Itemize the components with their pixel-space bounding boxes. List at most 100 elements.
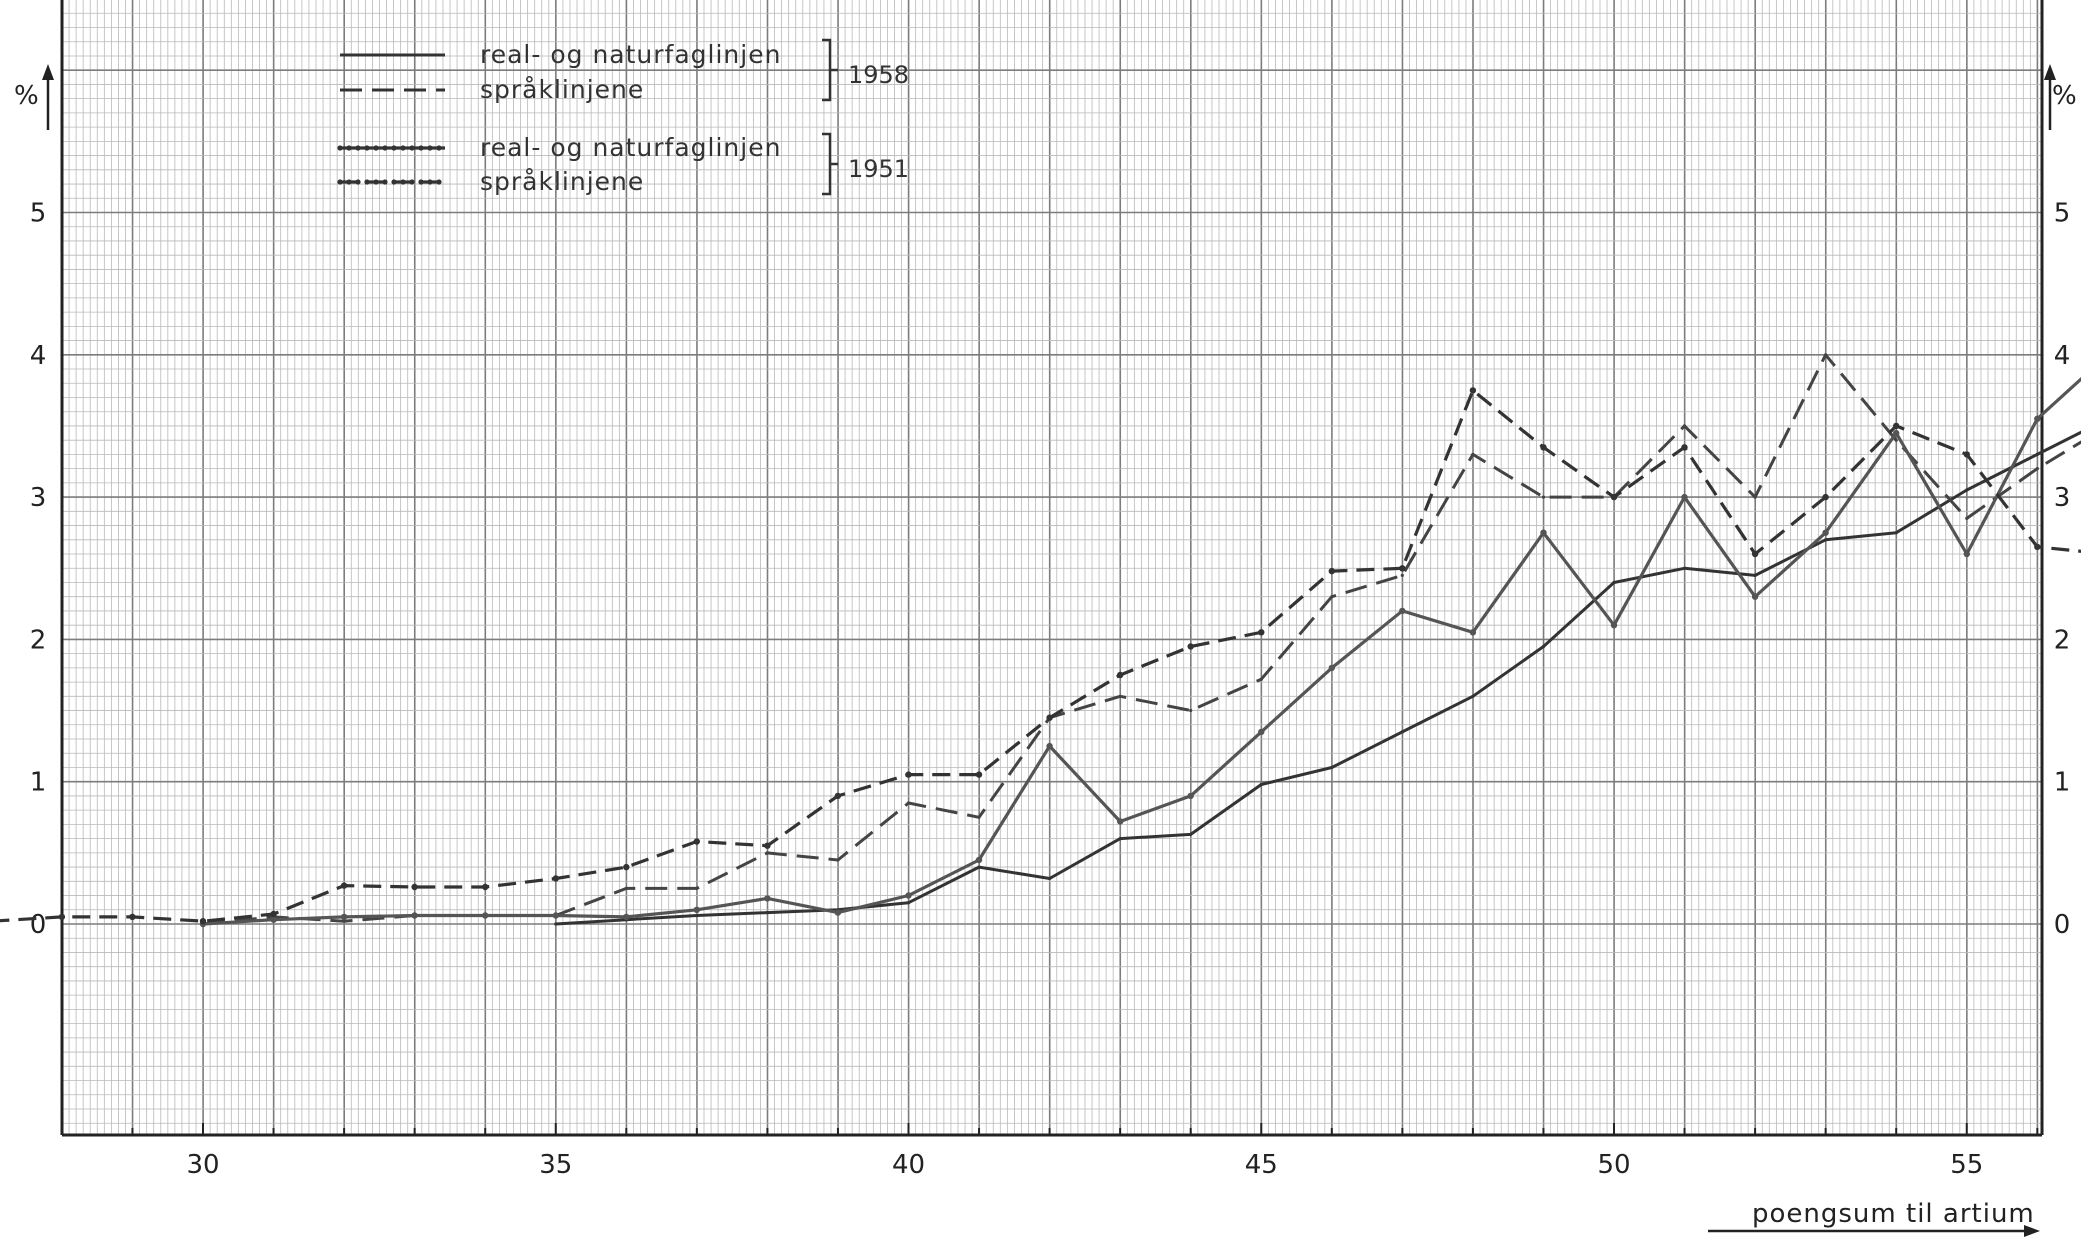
data-point: [1469, 387, 1477, 394]
x-tick-label: 50: [1597, 1150, 1630, 1180]
data-point: [1046, 714, 1053, 721]
data-point: [977, 815, 981, 819]
data-point: [975, 771, 983, 778]
legend-swatch-dot: [346, 179, 352, 185]
tick-labels: 3035404550556065707580001122334455: [30, 199, 2071, 1181]
legend-swatch-dot: [391, 179, 397, 185]
y-axis-label-left: %: [14, 81, 40, 111]
data-point: [1682, 566, 1687, 570]
data-point: [1753, 573, 1757, 578]
legend-swatch-dot: [382, 179, 388, 185]
data-point: [1965, 516, 1969, 521]
y-tick-label-left: 3: [30, 483, 47, 513]
data-point: [482, 883, 489, 891]
legend-swatch-dot: [364, 145, 370, 151]
legend-swatch-dot: [373, 179, 379, 185]
legend-swatch-dot: [355, 179, 361, 185]
data-point: [1259, 677, 1263, 681]
data-point: [1187, 792, 1194, 800]
data-point: [1612, 580, 1616, 585]
data-point: [199, 918, 207, 925]
x-tick-label: 30: [186, 1150, 219, 1180]
data-point: [1259, 782, 1263, 787]
data-point: [693, 906, 700, 913]
y-tick-label-left: 1: [30, 768, 47, 798]
data-point: [1824, 353, 1828, 357]
data-point: [2034, 543, 2041, 551]
data-point: [1400, 730, 1404, 734]
legend-swatch-dot: [337, 145, 343, 151]
data-point: [977, 865, 981, 869]
data-point: [1751, 593, 1759, 600]
legend-swatch-dot: [409, 179, 415, 185]
data-point: [1117, 818, 1124, 825]
data-point: [554, 922, 558, 926]
data-point: [975, 856, 983, 864]
data-point: [905, 771, 912, 778]
legend-swatch-dot: [418, 145, 424, 151]
data-point: [1117, 671, 1124, 679]
data-point: [1046, 742, 1053, 750]
data-point: [764, 842, 771, 849]
data-point: [1187, 643, 1194, 650]
data-point: [1894, 531, 1898, 535]
data-point: [1328, 664, 1336, 672]
data-point: [1541, 495, 1546, 499]
data-point: [834, 909, 842, 916]
data-point: [1753, 495, 1757, 499]
y-tick-label-right: 1: [2054, 768, 2071, 798]
y-tick-label-right: 3: [2054, 483, 2071, 513]
data-point: [411, 883, 418, 891]
data-point: [1048, 876, 1052, 881]
data-point: [1471, 452, 1475, 456]
data-point: [1824, 538, 1828, 542]
x-axis-label: poengsum til artium: [1752, 1199, 2035, 1229]
data-point: [695, 886, 699, 891]
data-point: [1610, 493, 1618, 501]
data-point: [1471, 694, 1475, 698]
graph-paper-grid: [61, 0, 2042, 1135]
data-point: [1893, 429, 1900, 437]
data-point: [1328, 567, 1336, 575]
data-point: [340, 913, 348, 921]
series-line-1958-real: [555, 430, 2081, 926]
legend: real- og naturfaglinjen språklinjene real-…: [337, 38, 909, 196]
data-point: [834, 792, 842, 800]
data-point: [1330, 765, 1334, 770]
data-point: [1541, 644, 1546, 649]
data-point: [1822, 529, 1829, 536]
data-point: [1400, 573, 1404, 578]
legend-swatch-dot: [382, 145, 388, 151]
y-tick-label-right: 2: [2054, 625, 2071, 655]
data-point: [765, 851, 770, 855]
legend-label: real- og naturfaglinjen: [480, 133, 781, 162]
legend-label: språklinjene: [480, 75, 644, 104]
legend-swatch-dot: [427, 179, 433, 185]
y-tick-label-right: 4: [2054, 341, 2071, 371]
data-point: [1893, 422, 1900, 430]
legend-swatch-dot: [400, 179, 406, 185]
legend-swatch-dot: [364, 179, 370, 185]
data-point: [58, 913, 66, 921]
axis-titles: % % poengsum til artium: [14, 81, 2077, 1229]
data-point: [1189, 708, 1193, 713]
data-point: [905, 892, 912, 899]
data-point: [1118, 837, 1122, 841]
y-tick-label-left: 5: [30, 199, 47, 229]
data-point: [836, 858, 840, 862]
x-tick-label: 55: [1950, 1150, 1983, 1180]
legend-swatch-dot: [409, 145, 415, 151]
y-tick-label-left: 0: [30, 910, 47, 940]
legend-swatch-dot: [418, 179, 424, 185]
y-arrow-left-head: [42, 64, 54, 80]
legend-swatch-dot: [391, 145, 397, 151]
data-point: [552, 912, 559, 919]
legend-swatch-dot: [355, 145, 361, 151]
legend-swatch-dot: [436, 145, 442, 151]
data-point: [1399, 565, 1406, 572]
data-point: [1258, 629, 1265, 636]
data-point: [764, 895, 771, 902]
data-point: [1399, 607, 1406, 615]
x-tick-label: 40: [892, 1150, 925, 1180]
